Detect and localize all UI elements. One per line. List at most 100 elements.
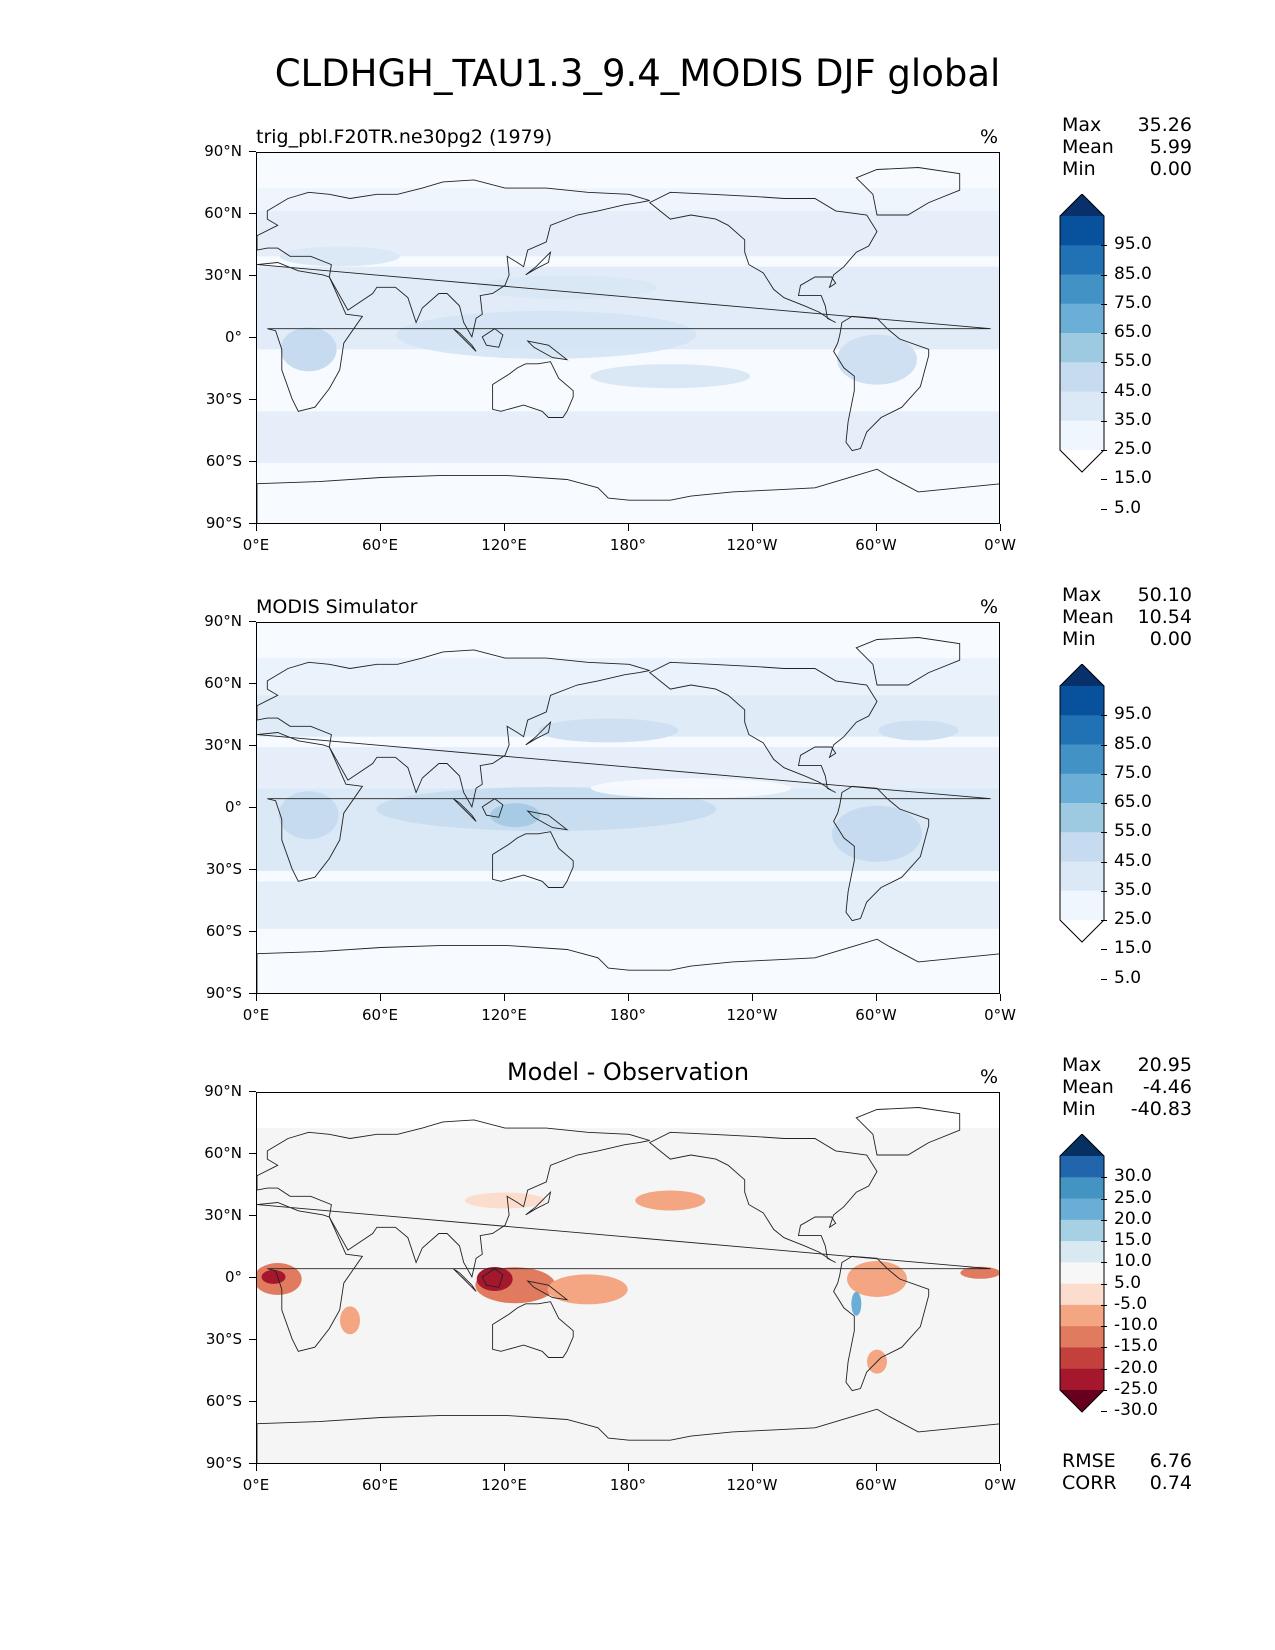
colorbar-segment <box>1060 216 1104 246</box>
field-contour <box>340 1306 360 1335</box>
colorbar-segment <box>1060 1198 1104 1221</box>
colorbar-tick <box>1101 1304 1107 1306</box>
x-tick-label: 120°W <box>712 1464 792 1494</box>
colorbar-segment <box>1060 420 1104 451</box>
colorbar-segment <box>1060 1156 1104 1178</box>
stat-mean-value: 5.99 <box>1149 136 1192 158</box>
field-contour <box>490 803 541 828</box>
coastline <box>833 785 930 922</box>
colorbar-label: 5.0 <box>1114 497 1142 518</box>
colorbar-label: -10.0 <box>1114 1315 1158 1336</box>
map-plot <box>256 622 1000 994</box>
colorbar-tick <box>1101 978 1107 980</box>
colorbar-segment <box>1060 1241 1104 1263</box>
field-band <box>257 188 999 215</box>
colorbar-tick <box>1101 1347 1107 1349</box>
stat-max-label: Max <box>1062 1054 1102 1076</box>
map-plot <box>256 1092 1000 1464</box>
colorbar-segment <box>1060 1347 1104 1370</box>
x-tick-label: 60°E <box>340 524 420 554</box>
map-svg <box>257 153 999 523</box>
coastline <box>525 720 552 746</box>
stat-mean-value: 10.54 <box>1137 606 1192 628</box>
colorbar-tick <box>1101 744 1107 746</box>
x-tick-label: 180° <box>588 1464 668 1494</box>
colorbar-segment <box>1060 333 1104 363</box>
field-contour <box>547 1274 628 1305</box>
stat-min-label: Min <box>1062 628 1096 650</box>
field-contour <box>279 246 400 267</box>
x-tick-label: 120°E <box>464 1464 544 1494</box>
y-tick-label: 90°N <box>190 612 256 630</box>
panel-observation: MODIS Simulator % Max 50.10 Mean 10.54 Min… <box>0 584 1275 1062</box>
colorbar-segment <box>1060 803 1104 833</box>
colorbar-label: 15.0 <box>1114 468 1152 489</box>
colorbar-label: 45.0 <box>1114 380 1152 401</box>
colorbar-segment <box>1060 861 1104 892</box>
coastline <box>648 661 878 793</box>
colorbar-label: 5.0 <box>1114 1272 1142 1293</box>
x-tick-label: 120°E <box>464 524 544 554</box>
x-tick-label: 60°W <box>836 524 916 554</box>
y-tick-label: 60°S <box>190 452 256 470</box>
colorbar-segment <box>1060 1283 1104 1306</box>
colorbar-tick <box>1101 1283 1107 1285</box>
coastline <box>855 1107 961 1156</box>
stats-box: Max 20.95 Mean -4.46 Min -40.83 <box>1062 1054 1192 1120</box>
stat-mean-value: -4.46 <box>1142 1076 1192 1098</box>
y-tick-label: 60°N <box>190 674 256 692</box>
colorbar-tick <box>1101 803 1107 804</box>
field-contour <box>538 718 679 743</box>
coastline <box>257 938 999 993</box>
coastline <box>257 1408 999 1463</box>
colorbar-svg <box>1059 194 1105 473</box>
y-tick-label: 60°N <box>190 1144 256 1162</box>
colorbar-label: 95.0 <box>1114 704 1152 725</box>
colorbar-tick <box>1101 274 1107 276</box>
units-label: % <box>980 1066 999 1088</box>
coastline <box>452 328 477 352</box>
colorbar-label: 95.0 <box>1114 234 1152 255</box>
colorbar-extend-min <box>1060 450 1104 472</box>
colorbar-label: -15.0 <box>1114 1336 1158 1357</box>
x-tick-label: 180° <box>588 994 668 1024</box>
coastline <box>648 191 878 323</box>
stat-max-value: 50.10 <box>1137 584 1192 606</box>
stat-mean-label: Mean <box>1062 1076 1114 1098</box>
colorbar-tick <box>1101 303 1107 305</box>
y-tick-label: 90°S <box>190 1454 256 1472</box>
units-label: % <box>980 596 999 618</box>
colorbar-label: 25.0 <box>1114 1187 1152 1208</box>
coastline <box>855 637 961 686</box>
colorbar-label: 20.0 <box>1114 1208 1152 1229</box>
colorbar-segment <box>1060 1262 1104 1285</box>
colorbar-segment <box>1060 391 1104 422</box>
field-band <box>257 881 999 929</box>
colorbar-label: 85.0 <box>1114 733 1152 754</box>
colorbar-label: 65.0 <box>1114 322 1152 342</box>
colorbar-svg <box>1059 664 1105 943</box>
figure-title: CLDHGH_TAU1.3_9.4_MODIS DJF global <box>274 52 1001 95</box>
field-contour <box>465 1192 545 1209</box>
panel-title: MODIS Simulator <box>256 596 418 618</box>
field-contour <box>837 334 917 385</box>
field-band <box>257 658 999 696</box>
stat-max-value: 35.26 <box>1137 114 1192 136</box>
y-tick-label: 60°S <box>190 1392 256 1410</box>
colorbar-label: 35.0 <box>1114 879 1152 900</box>
x-tick-label: 120°W <box>712 994 792 1024</box>
colorbar-tick <box>1101 1411 1107 1413</box>
colorbar-tick <box>1101 1177 1107 1179</box>
x-tick-label: 0°W <box>960 994 1040 1024</box>
coastline <box>452 798 477 822</box>
coastline <box>481 1268 504 1288</box>
y-tick-label: 60°S <box>190 922 256 940</box>
colorbar-extend-max <box>1060 664 1104 686</box>
colorbar-segment <box>1060 1326 1104 1348</box>
y-tick-label: 30°S <box>190 860 256 878</box>
x-tick-label: 60°E <box>340 1464 420 1494</box>
stat-min-value: -40.83 <box>1130 1098 1192 1120</box>
field-band <box>257 411 999 463</box>
colorbar-tick <box>1101 245 1107 247</box>
x-tick-label: 0°W <box>960 524 1040 554</box>
